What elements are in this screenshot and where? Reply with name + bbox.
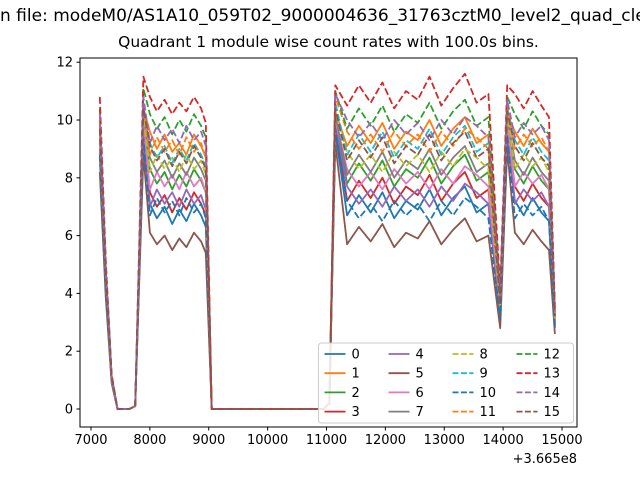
legend-label: 3 <box>352 405 360 420</box>
y-axis-ticks: 0 2 4 6 8 10 12 <box>56 56 80 418</box>
legend-item-8: 8 <box>452 348 488 363</box>
legend-item-7: 7 <box>388 405 424 420</box>
series-line-15 <box>98 107 556 410</box>
legend-item-0: 0 <box>324 348 360 363</box>
legend-label: 0 <box>352 348 360 363</box>
legend-label: 4 <box>416 348 424 363</box>
legend-item-15: 15 <box>516 405 561 420</box>
legend-label: 6 <box>416 386 424 401</box>
x-tick-label: 10000 <box>247 433 288 448</box>
legend-item-4: 4 <box>388 348 424 363</box>
legend-item-2: 2 <box>324 386 360 401</box>
legend-box <box>318 342 574 424</box>
legend-label: 13 <box>544 367 561 382</box>
legend-item-6: 6 <box>388 386 424 401</box>
y-tick-label: 10 <box>56 114 73 129</box>
legend-item-14: 14 <box>516 386 561 401</box>
legend-label: 1 <box>352 367 360 382</box>
x-axis-ticks: 7000 8000 9000 10000 11000 12000 13000 14000 150… <box>74 427 583 448</box>
x-tick-label: 15000 <box>541 433 582 448</box>
legend-label: 10 <box>480 386 497 401</box>
y-tick-label: 0 <box>65 403 73 418</box>
y-tick-label: 8 <box>65 171 73 186</box>
legend-label: 7 <box>416 405 424 420</box>
x-tick-label: 13000 <box>424 433 465 448</box>
legend-item-1: 1 <box>324 367 360 382</box>
legend-label: 9 <box>480 367 488 382</box>
legend-label: 2 <box>352 386 360 401</box>
legend-label: 8 <box>480 348 488 363</box>
y-tick-label: 4 <box>65 287 73 302</box>
x-tick-label: 11000 <box>306 433 347 448</box>
y-tick-label: 2 <box>65 345 73 360</box>
legend-label: 14 <box>544 386 561 401</box>
series-group <box>98 72 556 410</box>
legend-item-12: 12 <box>516 348 561 363</box>
y-tick-label: 12 <box>56 56 73 71</box>
x-tick-label: 7000 <box>74 433 107 448</box>
x-tick-label: 8000 <box>133 433 166 448</box>
suptitle-clip: n file: modeM0/AS1A10_059T02_9000004636_… <box>0 6 640 30</box>
x-axis-offset-label: +3.665e8 <box>513 452 577 467</box>
legend-item-9: 9 <box>452 367 488 382</box>
axes-title: Quadrant 1 module wise count rates with … <box>118 33 539 51</box>
legend-label: 11 <box>480 405 497 420</box>
x-tick-label: 12000 <box>365 433 406 448</box>
x-tick-label: 14000 <box>482 433 523 448</box>
legend-item-3: 3 <box>324 405 360 420</box>
legend-label: 5 <box>416 367 424 382</box>
legend-label: 12 <box>544 348 561 363</box>
legend-item-13: 13 <box>516 367 561 382</box>
legend-item-5: 5 <box>388 367 424 382</box>
plot-border <box>79 57 578 428</box>
x-tick-label: 9000 <box>192 433 225 448</box>
figure-suptitle: n file: modeM0/AS1A10_059T02_9000004636_… <box>0 6 640 26</box>
legend-item-10: 10 <box>452 386 497 401</box>
legend-label: 15 <box>544 405 561 420</box>
y-tick-label: 6 <box>65 229 73 244</box>
legend-item-11: 11 <box>452 405 497 420</box>
